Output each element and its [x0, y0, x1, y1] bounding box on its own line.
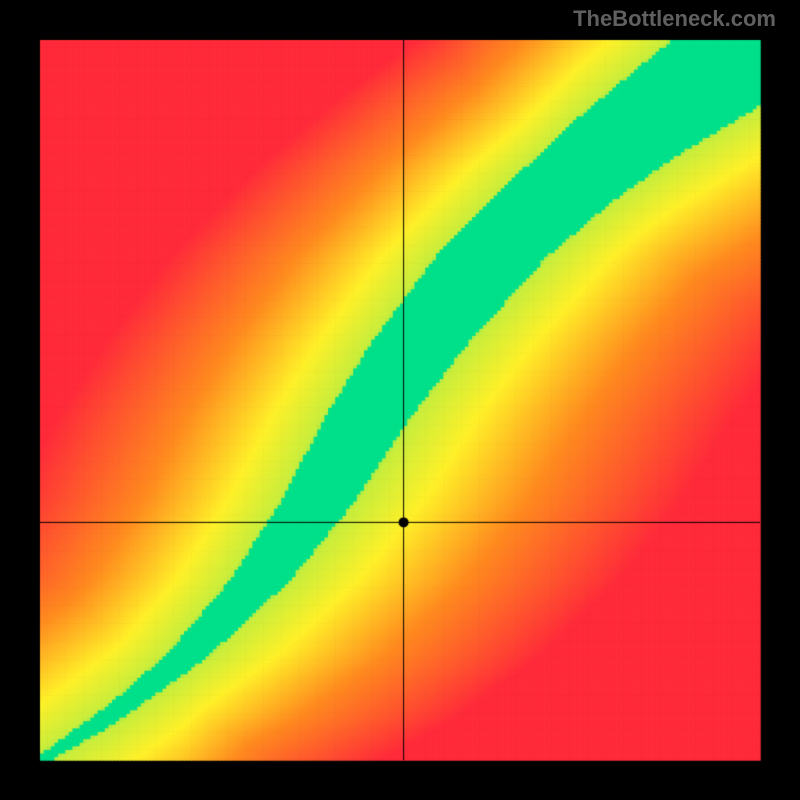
bottleneck-heatmap	[0, 0, 800, 800]
watermark-text: TheBottleneck.com	[573, 6, 776, 32]
chart-container: { "watermark": "TheBottleneck.com", "can…	[0, 0, 800, 800]
